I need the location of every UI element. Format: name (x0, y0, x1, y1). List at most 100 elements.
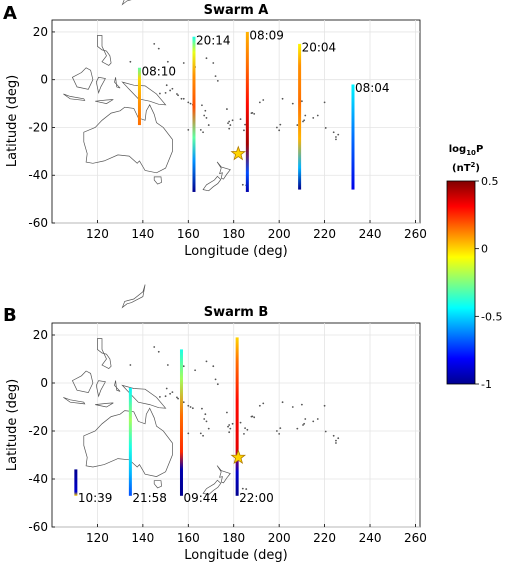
island (227, 425, 229, 428)
panel-letter: A (3, 3, 17, 24)
coastline (63, 397, 86, 405)
island (296, 427, 299, 430)
island (244, 123, 246, 126)
island (153, 42, 156, 45)
star-icon (230, 449, 247, 465)
x-tick-label: 260 (404, 227, 427, 241)
island (199, 128, 202, 131)
island (182, 401, 185, 404)
coastline (95, 380, 106, 398)
island (337, 133, 340, 136)
coastline (202, 175, 222, 192)
island (275, 430, 278, 432)
y-axis-label: Latitude (deg) (5, 379, 20, 471)
x-tick-label: 120 (86, 531, 109, 545)
track-time-label: 20:14 (196, 33, 231, 47)
plot-area (51, 19, 421, 224)
island (228, 431, 231, 434)
island (212, 62, 215, 64)
island (278, 432, 281, 435)
island (214, 378, 217, 381)
island (243, 432, 245, 435)
island (165, 84, 168, 87)
colorbar-tick-label: 0 (481, 243, 488, 256)
island (324, 127, 327, 129)
island (216, 80, 219, 82)
island (216, 383, 219, 386)
island (291, 102, 294, 105)
island (312, 117, 315, 119)
epicenter-star (230, 145, 247, 161)
island (303, 422, 306, 425)
island (231, 119, 234, 122)
island (229, 124, 232, 126)
coastline (121, 0, 132, 6)
y-tick-label: 0 (40, 73, 48, 87)
island (296, 124, 299, 126)
star-icon (230, 145, 247, 161)
island (244, 427, 246, 430)
orbit-track (137, 67, 141, 126)
island (177, 94, 179, 97)
island (129, 364, 132, 366)
coastline (153, 176, 162, 185)
island (231, 422, 234, 425)
island (205, 360, 208, 363)
colorbar-label: log10P (449, 144, 484, 157)
island (241, 183, 244, 186)
y-tick-label: -60 (28, 520, 48, 534)
island (226, 411, 228, 414)
island (176, 396, 178, 399)
track-labels: 08:10 20:14 08:09 20:04 08:04 (141, 29, 389, 96)
island (239, 421, 242, 424)
island (159, 396, 161, 398)
x-axis-label: Longitude (deg) (184, 244, 287, 259)
island (332, 131, 335, 134)
track-time-label: 08:10 (141, 64, 176, 78)
island (323, 404, 326, 407)
island (227, 122, 229, 125)
x-tick-label: 240 (359, 227, 382, 241)
island (291, 406, 294, 408)
island (199, 432, 202, 435)
y-tick-label: -20 (28, 120, 48, 134)
island (228, 424, 231, 426)
x-tick-label: 220 (313, 227, 336, 241)
orbit-tracks (74, 337, 239, 496)
island (332, 434, 335, 437)
x-tick-label: 220 (313, 531, 336, 545)
coastline (63, 93, 86, 101)
island (201, 104, 203, 107)
island (129, 60, 132, 63)
x-tick-label: 140 (131, 531, 154, 545)
island (337, 437, 340, 440)
y-tick-label: -40 (28, 472, 48, 486)
x-tick-label: 160 (177, 227, 200, 241)
island (302, 120, 304, 123)
island (205, 117, 208, 119)
island (246, 428, 249, 431)
coastline (95, 402, 114, 408)
island (207, 124, 210, 126)
island (201, 407, 203, 410)
island (281, 97, 284, 100)
island (205, 57, 208, 60)
island (279, 427, 282, 430)
coastline (121, 284, 146, 309)
y-tick-label: 20 (33, 328, 48, 342)
island (258, 404, 261, 407)
x-tick-label: 200 (268, 531, 291, 545)
orbit-track (192, 36, 196, 192)
island (302, 424, 304, 426)
island (212, 365, 215, 368)
epicenter-star (230, 449, 247, 465)
coastline (83, 407, 173, 477)
colorbar-gradient (446, 180, 476, 385)
island (300, 403, 303, 406)
island (304, 418, 307, 420)
island (169, 392, 172, 395)
coastline (216, 465, 231, 484)
track-time-label: 22:00 (239, 491, 274, 505)
island (251, 415, 254, 418)
coastline (153, 480, 162, 489)
